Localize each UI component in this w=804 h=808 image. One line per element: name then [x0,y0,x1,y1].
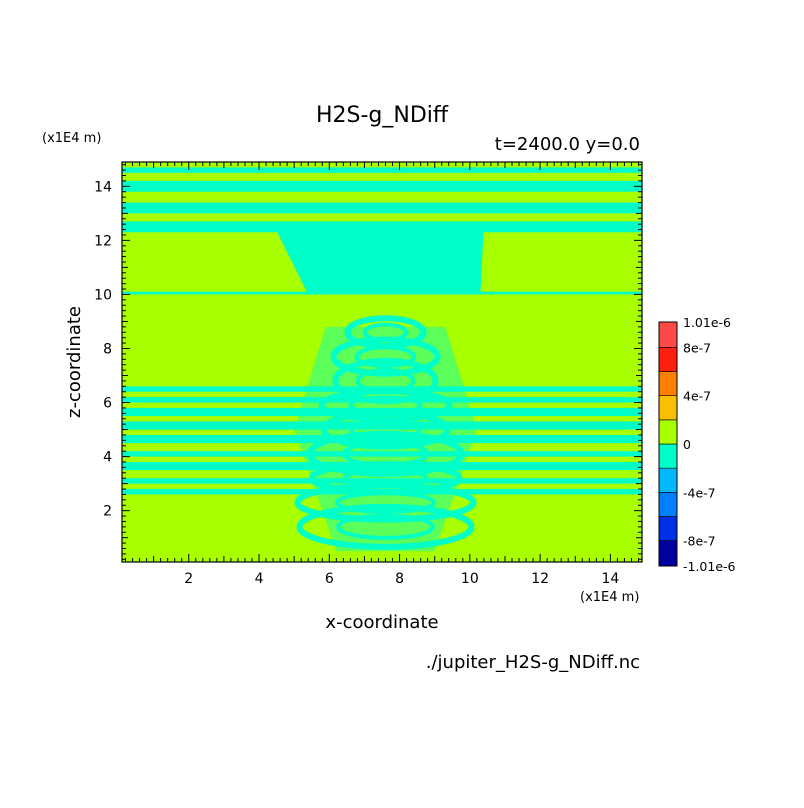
x-axis-label: x-coordinate [325,612,438,633]
x-tick-label: 2 [184,571,193,587]
colorbar-label: 0 [683,437,691,452]
plume-ring [335,491,436,514]
x-tick-label: 14 [601,571,619,587]
x-tick-label: 6 [325,571,334,587]
plume-ring [354,345,417,368]
colorbar-swatch [658,347,678,372]
contour-band [122,478,642,484]
plume-ring [294,482,477,523]
colorbar-frame [658,321,678,567]
y-tick-label: 10 [94,287,112,303]
x-tick-label: 4 [255,571,264,587]
contour-band [122,421,642,430]
plot-frame [121,161,643,563]
y-tick-label: 4 [103,450,112,466]
x-tick-label: 8 [395,571,404,587]
plume-ring [332,357,439,404]
y-unit-label: (x1E4 m) [42,131,101,146]
plume-lower [294,326,477,552]
colorbar-swatch [658,321,678,348]
colorbar [658,321,678,567]
plume-ring [349,418,422,441]
y-axis-label: z-coordinate [64,306,85,418]
chart-title: H2S-g_NDiff [316,103,449,128]
y-tick-label: 14 [94,179,112,195]
colorbar-swatch [658,371,678,396]
source-file-label: ./jupiter_H2S-g_NDiff.nc [426,652,640,673]
colorbar-label: -8e-7 [683,534,716,549]
chart-subtitle: t=2400.0 y=0.0 [495,134,640,155]
contour-band [122,167,642,173]
plume-ring [330,336,441,377]
colorbar-swatch [658,467,678,493]
plume-ring [306,430,465,477]
colorbar-labels: 1.01e-6 8e-7 4e-7 0 -4e-7 -8e-7 -1.01e-6 [683,315,736,574]
colorbar-swatch [658,540,678,567]
colorbar-swatch [658,492,678,517]
colorbar-label: -1.01e-6 [683,559,736,574]
y-tick-label: 2 [103,504,112,520]
colorbar-swatch [658,443,678,469]
contour-band [122,180,642,192]
plume-upper [273,224,484,295]
contour-band [122,202,642,214]
contour-band [122,451,642,457]
y-tick-label: 8 [103,341,112,357]
y-axis-ticks: 2 4 6 8 10 12 14 [94,164,642,560]
x-tick-label: 12 [531,571,549,587]
colorbar-label: 8e-7 [683,340,711,355]
plume-ring [296,503,475,550]
colorbar-label: -4e-7 [683,485,716,500]
plot-area [121,161,643,563]
y-tick-label: 6 [103,396,112,412]
colorbar-label: 1.01e-6 [683,315,731,330]
x-tick-label: 10 [461,571,479,587]
colorbar-swatch [658,516,678,541]
colorbar-swatch [658,419,678,445]
y-tick-label: 12 [94,233,112,249]
x-unit-label: (x1E4 m) [580,590,639,605]
colorbar-swatch [658,395,678,421]
x-axis-ticks: 2 4 6 8 10 12 14 [125,162,639,587]
plume-ring [320,409,451,450]
plume-ring [336,513,435,540]
colorbar-label: 4e-7 [683,389,711,404]
